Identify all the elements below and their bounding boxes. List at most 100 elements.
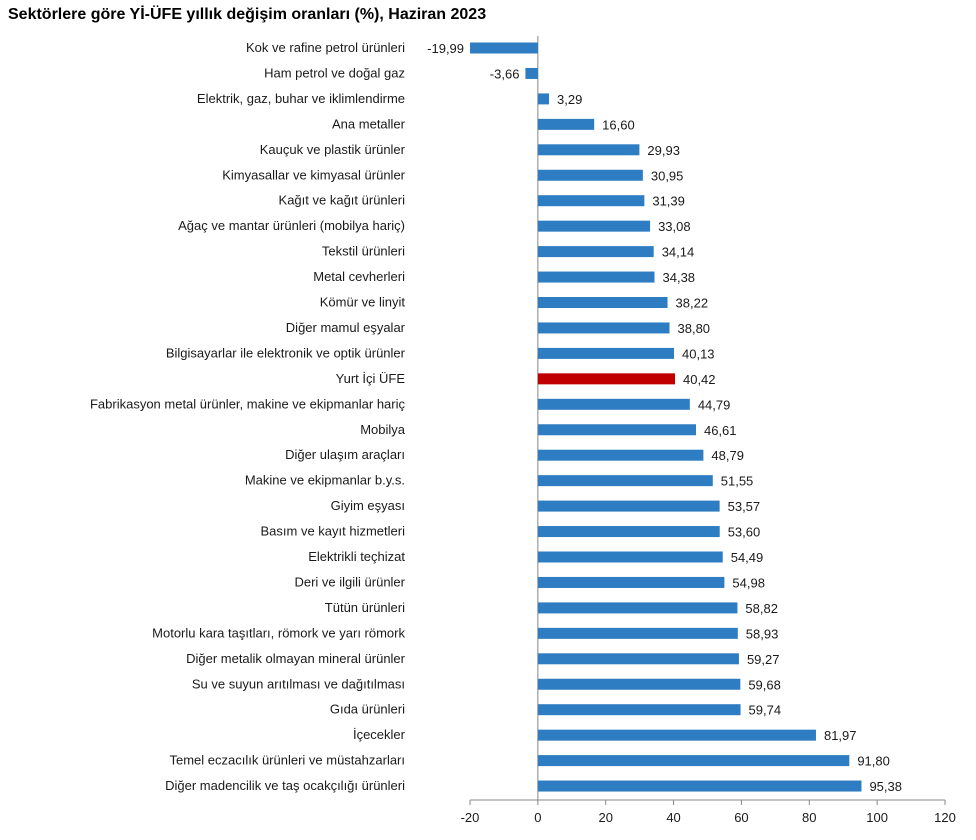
category-label: Diğer madencilik ve taş ocakçılığı ürünl…	[165, 778, 405, 793]
value-label: 48,79	[711, 448, 744, 463]
x-tick-label: 20	[598, 810, 612, 825]
value-label: 53,60	[728, 525, 761, 540]
value-label: 38,22	[676, 296, 709, 311]
bar	[537, 551, 723, 563]
category-label: Deri ve ilgili ürünler	[294, 574, 405, 589]
value-label: 59,27	[747, 652, 780, 667]
category-label: Fabrikasyon metal ürünler, makine ve eki…	[90, 396, 406, 411]
chart-title: Sektörlere göre Yİ-ÜFE yıllık değişim or…	[8, 6, 487, 23]
category-label: Mobilya	[360, 422, 406, 437]
value-label: 30,95	[651, 168, 684, 183]
value-label: 46,61	[704, 423, 737, 438]
bar	[537, 144, 640, 156]
value-label: 59,68	[748, 677, 781, 692]
bar	[537, 424, 696, 436]
bar	[537, 169, 643, 181]
value-label: 58,93	[746, 626, 779, 641]
value-label: 59,74	[749, 703, 782, 718]
bar	[537, 780, 862, 792]
bar	[537, 271, 655, 283]
category-label: Ağaç ve mantar ürünleri (mobilya hariç)	[178, 218, 405, 233]
x-tick-label: 40	[666, 810, 680, 825]
value-label: 51,55	[721, 474, 754, 489]
category-label: Su ve suyun arıtılması ve dağıtılması	[192, 676, 405, 691]
category-label: Temel eczacılık ürünleri ve müstahzarlar…	[169, 753, 405, 768]
bar	[537, 449, 704, 461]
value-label: -19,99	[427, 41, 464, 56]
x-tick-label: 60	[734, 810, 748, 825]
bar	[525, 67, 538, 79]
bar	[537, 93, 550, 105]
category-label: Motorlu kara taşıtları, römork ve yarı r…	[152, 625, 405, 640]
value-label: 40,13	[682, 346, 715, 361]
value-label: 91,80	[857, 754, 890, 769]
x-tick-label: -20	[461, 810, 480, 825]
value-label: 29,93	[647, 143, 680, 158]
category-label: Gıda ürünleri	[330, 702, 405, 717]
value-label: 54,49	[731, 550, 764, 565]
bar	[537, 118, 595, 130]
category-label: Diğer mamul eşyalar	[286, 320, 406, 335]
value-label: 33,08	[658, 219, 691, 234]
value-label: 95,38	[869, 779, 902, 794]
value-label: 44,79	[698, 397, 731, 412]
category-label: Bilgisayarlar ile elektronik ve optik ür…	[166, 345, 406, 360]
bar	[537, 347, 675, 359]
x-tick-label: 80	[802, 810, 816, 825]
bar	[537, 220, 651, 232]
bar	[537, 475, 713, 487]
bar	[537, 627, 738, 639]
value-label: -3,66	[490, 66, 520, 81]
category-label: Elektrikli teçhizat	[308, 549, 405, 564]
bar	[470, 42, 538, 54]
bar	[537, 500, 720, 512]
category-label: Tekstil ürünleri	[322, 244, 405, 259]
category-label: Giyim eşyası	[331, 498, 405, 513]
category-label: Tütün ürünleri	[325, 600, 405, 615]
value-label: 53,57	[728, 499, 761, 514]
value-label: 34,38	[663, 270, 696, 285]
bar	[537, 653, 739, 665]
bar	[537, 576, 725, 588]
category-label: Kauçuk ve plastik ürünler	[260, 142, 406, 157]
bar	[537, 602, 738, 614]
bar	[537, 398, 690, 410]
category-label: Diğer ulaşım araçları	[285, 447, 405, 462]
bar	[537, 678, 741, 690]
category-label: Elektrik, gaz, buhar ve iklimlendirme	[197, 91, 405, 106]
bar	[537, 526, 720, 538]
value-label: 38,80	[678, 321, 711, 336]
bar	[537, 246, 654, 258]
category-label: Diğer metalik olmayan mineral ürünler	[186, 651, 406, 666]
category-label: Kömür ve linyit	[320, 295, 406, 310]
category-label: Basım ve kayıt hizmetleri	[261, 524, 406, 539]
bar	[537, 704, 741, 716]
value-label: 54,98	[732, 575, 765, 590]
category-label: Ana metaller	[332, 116, 406, 131]
value-label: 40,42	[683, 372, 716, 387]
value-label: 31,39	[652, 194, 685, 209]
bar	[537, 195, 645, 207]
category-label: Yurt İçi ÜFE	[336, 371, 406, 386]
category-label: Ham petrol ve doğal gaz	[264, 65, 405, 80]
value-label: 3,29	[557, 92, 582, 107]
category-label: Kok ve rafine petrol ürünleri	[246, 40, 405, 55]
category-label: Kağıt ve kağıt ürünleri	[279, 193, 406, 208]
bar	[537, 297, 668, 308]
x-tick-label: 100	[866, 810, 888, 825]
value-label: 81,97	[824, 728, 857, 743]
value-label: 34,14	[662, 245, 695, 260]
bar	[537, 373, 675, 385]
bar	[537, 729, 816, 741]
bar	[537, 755, 850, 767]
category-label: İçecekler	[353, 727, 406, 742]
category-label: Kimyasallar ve kimyasal ürünler	[222, 167, 405, 182]
bar	[537, 322, 670, 334]
value-label: 58,82	[745, 601, 778, 616]
x-tick-label: 0	[534, 810, 541, 825]
x-tick-label: 120	[934, 810, 956, 825]
category-label: Makine ve ekipmanlar b.y.s.	[245, 473, 405, 488]
value-label: 16,60	[602, 117, 635, 132]
category-label: Metal cevherleri	[313, 269, 405, 284]
